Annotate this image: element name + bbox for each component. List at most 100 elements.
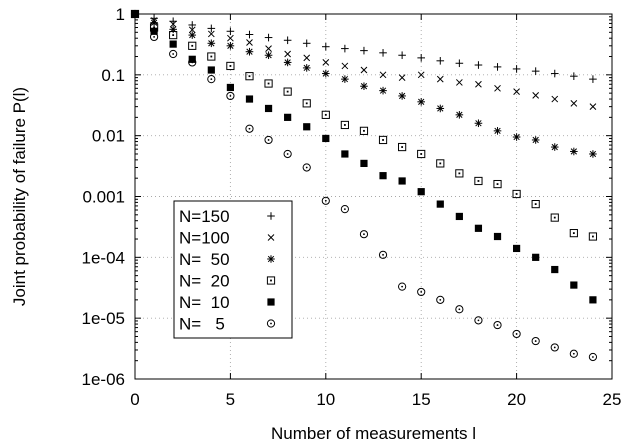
data-point [283,149,292,159]
data-point [417,98,425,106]
cross-b [398,74,406,81]
data-point [322,42,330,51]
data-point [379,86,387,95]
y-tick-label: 1e-04 [82,248,125,267]
square [378,135,388,145]
square [417,149,426,159]
data-point [474,224,483,232]
circle [569,349,578,358]
y-tick-labels: 1e-06 1e-05 1e-04 0.001 0.01 0.1 1 [82,5,125,389]
star-b [265,52,272,59]
cross-b [341,62,349,70]
data-point [417,149,426,159]
data-point [246,39,253,46]
legend-marker [267,255,275,263]
square-center [286,90,289,93]
data-point [398,74,406,81]
data-point [169,49,178,59]
data-point [284,113,292,121]
star-b [284,59,291,66]
circle [474,316,483,325]
y-tick-label: 0.001 [82,188,125,207]
x-tick-label: 20 [507,390,526,409]
data-point [227,34,234,42]
data-point [303,54,311,62]
circle-center [534,340,537,342]
circle-center [458,308,461,311]
x-tick-label: 5 [226,390,235,409]
data-point [264,79,273,88]
data-point [456,79,463,86]
cross-b [456,79,463,86]
data-points [130,9,598,362]
cross-b [360,66,368,74]
legend: N=150 N=100 N= 50 N= 20 N= 10 N= 5 [173,200,293,339]
data-point [436,200,444,208]
filled-square [532,253,540,261]
circle-center [248,127,251,130]
data-point [551,95,559,103]
filled-square [264,104,273,113]
data-point [550,343,559,352]
square-center [229,65,232,67]
cross-b [169,20,177,28]
square [569,229,578,238]
data-point [360,46,368,55]
cross-b [532,91,540,99]
star-b [532,136,539,144]
square [359,126,369,135]
circle-center [420,291,423,293]
circle [359,230,369,239]
data-point [436,57,445,65]
circle-center [172,53,175,55]
data-point [531,67,540,75]
star-b [208,40,215,47]
star-b [189,31,196,39]
star-b [246,48,253,55]
square-center [572,232,575,235]
data-point [493,63,502,71]
square-center [191,44,194,47]
series-4 [130,9,598,241]
data-point [207,24,216,33]
square [493,179,502,189]
filled-square [570,281,578,289]
circle [264,135,273,145]
cross-b [267,234,275,241]
cross-b [379,71,387,79]
data-point [360,82,368,91]
data-point [283,36,292,45]
filled-square [436,200,444,208]
data-point [588,232,598,241]
data-point [589,296,597,304]
data-point [417,54,425,62]
data-point [532,253,540,261]
circle-center [477,319,480,322]
legend-label: N= 50 [179,250,230,269]
data-point [551,265,559,274]
data-point [321,110,330,119]
cross-b [265,45,272,52]
data-point [398,282,407,291]
star-b [513,133,520,141]
square-center [324,113,327,116]
data-point [302,163,311,172]
data-point [150,27,158,35]
cross-b [513,88,520,95]
data-point [188,21,197,29]
data-point [341,44,349,53]
cross-b [494,84,501,92]
data-point [570,72,578,80]
circle [283,149,292,159]
data-point [379,172,387,180]
star-b [570,148,577,155]
circle-center [270,322,272,325]
data-point [398,51,406,60]
data-point [284,50,291,58]
legend-label: N=150 [179,207,230,226]
square [321,110,330,119]
x-tick-label: 25 [603,390,622,409]
square-center [172,34,175,36]
data-point [436,159,445,168]
x-axis-label: Number of measurements l [271,424,476,443]
